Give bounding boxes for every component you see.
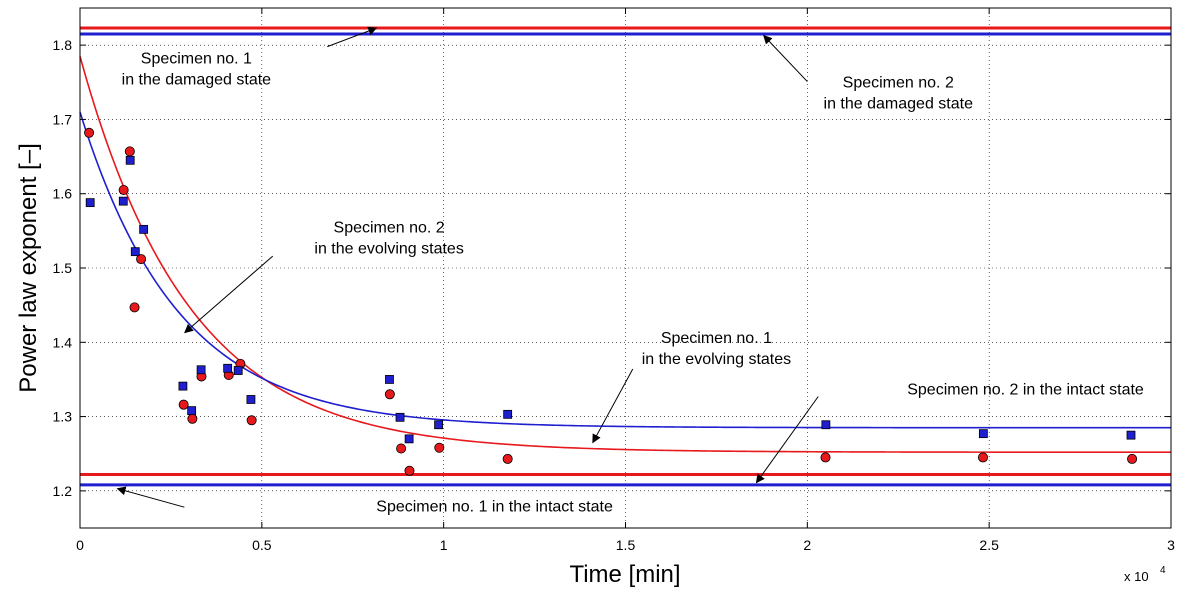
data-point-square — [85, 198, 95, 208]
y-tick-label: 1.2 — [53, 483, 73, 499]
x-tick-label: 3 — [1167, 537, 1175, 553]
data-point-circle — [1127, 453, 1138, 464]
annotation-text: Specimen no. 1 in the intact state — [376, 499, 613, 516]
data-point-circle — [246, 415, 257, 426]
y-tick-label: 1.8 — [53, 37, 73, 53]
data-point-circle — [136, 254, 147, 265]
x-exponent-power: 4 — [1160, 565, 1166, 576]
annotation-arrow — [116, 486, 185, 508]
fit-curve — [79, 111, 1171, 429]
annotation-arrow — [763, 34, 808, 82]
annotation-text: Specimen no. 2 in the damaged state — [824, 74, 974, 112]
y-axis-label: Power law exponent [–] — [15, 143, 42, 392]
data-point-square — [395, 412, 405, 422]
data-point-square — [385, 375, 394, 384]
data-points — [84, 127, 1138, 476]
annotation-text: Specimen no. 1 in the evolving states — [642, 330, 791, 368]
data-point-circle — [384, 389, 395, 400]
data-point-square — [187, 406, 197, 416]
data-point-square — [978, 429, 988, 439]
data-point-square — [503, 409, 513, 419]
grid — [80, 8, 1171, 528]
data-point-circle — [502, 453, 513, 464]
x-tick-label: 1 — [440, 537, 448, 553]
annotation-text: Specimen no. 2 in the evolving states — [314, 219, 463, 257]
annotations: Specimen no. 1 in the damaged state Specim… — [116, 26, 1144, 516]
y-tick-label: 1.3 — [53, 409, 73, 425]
data-point-square — [404, 434, 414, 444]
data-point-square — [434, 420, 443, 430]
data-point-circle — [129, 302, 140, 313]
annotation-arrow — [755, 396, 819, 484]
data-point-circle — [434, 442, 445, 453]
data-point-circle — [404, 465, 415, 476]
annotation-arrow — [184, 255, 274, 334]
reference-lines — [80, 26, 1171, 487]
annotation-text: Specimen no. 2 in the intact state — [907, 381, 1144, 398]
x-tick-label: 0 — [76, 537, 84, 553]
x-tick-label: 0.5 — [252, 537, 272, 553]
annotation-arrow — [327, 26, 378, 48]
data-point-circle — [820, 452, 831, 463]
y-tick-label: 1.6 — [53, 186, 73, 202]
data-point-circle — [118, 184, 129, 195]
data-point-circle — [124, 146, 135, 157]
data-point-square — [246, 395, 256, 404]
x-tick-label: 2 — [803, 537, 811, 553]
data-point-square — [821, 420, 831, 430]
data-point-circle — [84, 127, 95, 138]
annotation-text: Specimen no. 1 in the damaged state — [122, 51, 272, 89]
data-point-square — [178, 381, 188, 391]
data-point-circle — [187, 413, 198, 424]
x-tick-label: 2.5 — [979, 537, 999, 553]
fit-curves — [79, 56, 1171, 454]
y-tick-label: 1.4 — [53, 334, 73, 350]
data-point-square — [196, 365, 206, 375]
axis-ticks: 0 0.5 1 1.5 2 2.5 3 1.2 1.3 1.4 1.5 1.6 1.7 1.8 — [53, 8, 1175, 553]
y-tick-label: 1.5 — [53, 260, 73, 276]
data-point-square — [139, 224, 149, 234]
data-point-circle — [396, 443, 407, 454]
data-point-square — [1126, 430, 1136, 440]
x-axis-label: Time [min] — [569, 561, 680, 588]
data-point-square — [125, 155, 135, 165]
data-point-circle — [977, 452, 988, 463]
y-tick-label: 1.7 — [53, 111, 73, 127]
annotation-arrow — [592, 368, 634, 444]
x-exponent-label: x 10 — [1124, 569, 1149, 584]
data-point-circle — [178, 399, 189, 410]
data-point-square — [130, 247, 140, 257]
data-point-square — [223, 363, 233, 373]
x-tick-label: 1.5 — [616, 537, 636, 553]
data-point-square — [118, 196, 128, 206]
data-point-square — [233, 366, 243, 375]
